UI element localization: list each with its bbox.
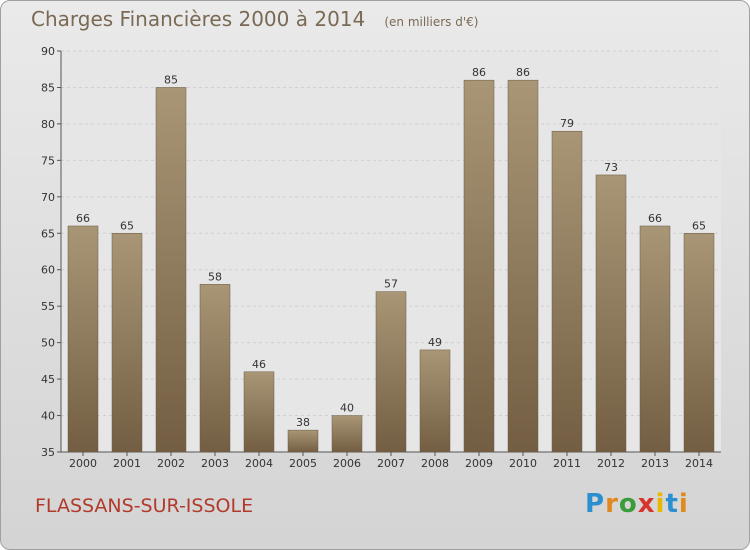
y-tick-label: 50: [41, 337, 55, 350]
data-label-2012: 73: [604, 161, 618, 174]
x-tick-label-2014: 2014: [685, 457, 713, 470]
data-label-2003: 58: [208, 270, 222, 283]
data-label-2006: 40: [340, 402, 354, 415]
bar-2010[interactable]: [507, 79, 539, 453]
data-label-2009: 86: [472, 66, 486, 79]
proxiti-logo[interactable]: Proxiti: [585, 489, 689, 519]
x-tick-label-2010: 2010: [509, 457, 537, 470]
y-tick-label: 40: [41, 410, 55, 423]
x-tick-label-2007: 2007: [377, 457, 405, 470]
bar-2012[interactable]: [595, 174, 627, 453]
bar-2013[interactable]: [639, 225, 671, 453]
bar-2009[interactable]: [463, 79, 495, 453]
x-tick-label-2004: 2004: [245, 457, 273, 470]
title-row: Charges Financières 2000 à 2014 (en mill…: [31, 7, 478, 31]
labels: 35 40 45 50 55 60 65 70 75 80 85 90 66 2000 65 2001 85 20…: [41, 45, 713, 470]
data-label-2011: 79: [560, 117, 574, 130]
x-tick-label-2000: 2000: [69, 457, 97, 470]
bar-2014[interactable]: [683, 233, 715, 453]
data-label-2008: 49: [428, 336, 442, 349]
logo-letter: o: [618, 489, 638, 519]
bar-2003[interactable]: [199, 284, 231, 453]
logo-letter: i: [678, 489, 689, 519]
logo-letter: t: [665, 489, 679, 519]
y-tick-label: 80: [41, 118, 55, 131]
bar-2001[interactable]: [111, 233, 143, 453]
logo-letter: x: [637, 489, 656, 519]
logo-letter: i: [655, 489, 666, 519]
data-label-2010: 86: [516, 66, 530, 79]
bar-2005[interactable]: [287, 429, 319, 453]
data-label-2007: 57: [384, 278, 398, 291]
y-tick-label: 55: [41, 300, 55, 313]
data-label-2014: 65: [692, 219, 706, 232]
data-label-2004: 46: [252, 358, 266, 371]
logo-letter: r: [605, 489, 619, 519]
x-tick-label-2011: 2011: [553, 457, 581, 470]
bar-2006[interactable]: [331, 415, 363, 453]
x-tick-label-2008: 2008: [421, 457, 449, 470]
y-tick-label: 35: [41, 446, 55, 459]
data-label-2002: 85: [164, 73, 178, 86]
bar-2008[interactable]: [419, 349, 451, 453]
x-tick-label-2003: 2003: [201, 457, 229, 470]
commune-name: FLASSANS-SUR-ISSOLE: [35, 495, 254, 517]
bar-2004[interactable]: [243, 371, 275, 453]
bar-2011[interactable]: [551, 130, 583, 453]
data-label-2005: 38: [296, 416, 310, 429]
x-tick-label-2012: 2012: [597, 457, 625, 470]
y-tick-label: 60: [41, 264, 55, 277]
bar-2007[interactable]: [375, 291, 407, 453]
bars: [67, 79, 715, 453]
y-tick-label: 70: [41, 191, 55, 204]
x-tick-label-2013: 2013: [641, 457, 669, 470]
y-tick-label: 65: [41, 227, 55, 240]
chart-title: Charges Financières 2000 à 2014: [31, 7, 366, 31]
x-tick-label-2006: 2006: [333, 457, 361, 470]
y-tick-label: 45: [41, 373, 55, 386]
y-tick-label: 75: [41, 154, 55, 167]
data-label-2000: 66: [76, 212, 90, 225]
y-tick-label: 85: [41, 81, 55, 94]
chart-subtitle: (en milliers d'€): [384, 15, 479, 29]
x-tick-label-2001: 2001: [113, 457, 141, 470]
y-tick-label: 90: [41, 45, 55, 58]
bar-2002[interactable]: [155, 87, 187, 453]
x-tick-label-2005: 2005: [289, 457, 317, 470]
data-label-2013: 66: [648, 212, 662, 225]
data-label-2001: 65: [120, 219, 134, 232]
x-tick-label-2009: 2009: [465, 457, 493, 470]
x-tick-label-2002: 2002: [157, 457, 185, 470]
logo-letter: P: [585, 489, 606, 519]
bar-2000[interactable]: [67, 225, 99, 453]
